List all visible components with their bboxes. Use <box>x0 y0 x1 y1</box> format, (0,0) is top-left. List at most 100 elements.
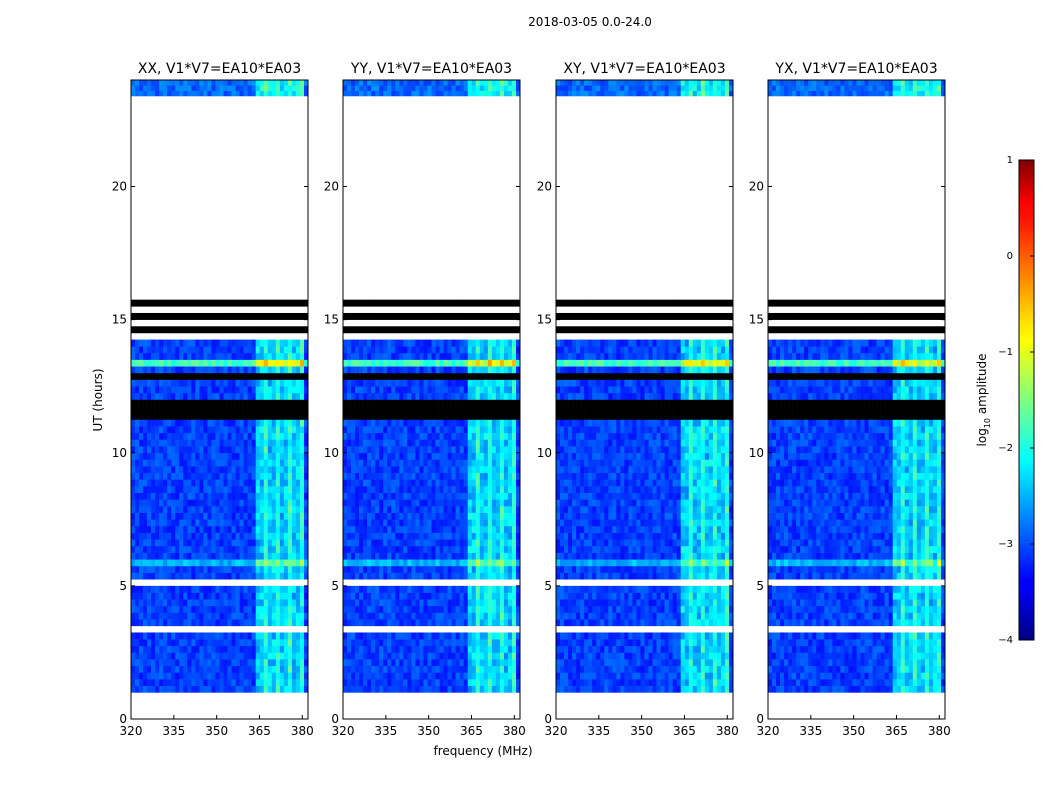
heatmap-cell <box>299 452 305 460</box>
heatmap-cell <box>155 459 160 467</box>
heatmap-cell <box>359 585 364 593</box>
heatmap-cell <box>399 572 404 580</box>
heatmap-cell <box>211 519 216 527</box>
heatmap-cell <box>451 512 456 520</box>
heatmap-cell <box>479 506 485 513</box>
heatmap-cell <box>439 326 444 334</box>
heatmap-cell <box>215 472 220 480</box>
heatmap-cell <box>391 446 396 454</box>
heatmap-cell <box>423 312 428 320</box>
heatmap-cell <box>143 466 148 474</box>
heatmap-cell <box>227 619 232 627</box>
heatmap-cell <box>511 672 517 680</box>
heatmap-cell <box>139 592 144 600</box>
heatmap-cell <box>427 472 432 480</box>
heatmap-cell <box>419 459 424 467</box>
heatmap-cell <box>503 545 509 553</box>
heatmap-cell <box>443 532 448 540</box>
heatmap-cell <box>227 446 232 454</box>
heatmap-cell <box>479 466 485 474</box>
heatmap-cell <box>499 326 505 334</box>
heatmap-cell <box>355 512 360 520</box>
heatmap-cell <box>503 339 509 347</box>
heatmap-cell <box>263 645 269 653</box>
heatmap-cell <box>499 685 505 693</box>
heatmap-cell <box>487 512 493 520</box>
heatmap-cell <box>239 412 244 420</box>
heatmap-cell <box>159 359 164 367</box>
heatmap-cell <box>187 652 192 660</box>
heatmap-cell <box>471 652 477 660</box>
heatmap-cell <box>471 685 477 693</box>
heatmap-cell <box>347 599 352 607</box>
heatmap-cell <box>359 386 364 394</box>
heatmap-cell <box>151 312 156 320</box>
heatmap-cell <box>491 672 497 680</box>
heatmap-cell <box>207 545 212 553</box>
heatmap-cell <box>155 392 160 400</box>
heatmap-cell <box>423 399 428 407</box>
heatmap-cell <box>483 652 489 660</box>
heatmap-cell <box>511 452 517 460</box>
heatmap-cell <box>511 679 517 687</box>
heatmap-cell <box>239 572 244 580</box>
heatmap-cell <box>443 366 448 374</box>
heatmap-cell <box>471 632 477 640</box>
heatmap-cell <box>403 512 408 520</box>
heatmap-cell <box>283 479 289 487</box>
heatmap-cell <box>443 492 448 500</box>
heatmap-cell <box>379 525 384 533</box>
heatmap-cell <box>203 652 208 660</box>
heatmap-cell <box>131 545 136 553</box>
heatmap-cell <box>503 492 509 500</box>
heatmap-cell <box>371 612 376 620</box>
heatmap-cell <box>391 379 396 387</box>
heatmap-cell <box>359 565 364 573</box>
heatmap-cell <box>503 532 509 540</box>
heatmap-cell <box>487 605 493 613</box>
heatmap-cell <box>303 312 309 320</box>
heatmap-cell <box>447 639 452 647</box>
heatmap-cell <box>151 452 156 460</box>
heatmap-cell <box>187 499 192 507</box>
heatmap-cell <box>203 665 208 673</box>
heatmap-cell <box>431 605 436 613</box>
heatmap-cell <box>459 532 464 540</box>
heatmap-cell <box>427 386 432 394</box>
heatmap-cell <box>183 452 188 460</box>
heatmap-cell <box>283 605 289 613</box>
heatmap-cell <box>371 572 376 580</box>
heatmap-cell <box>303 339 309 347</box>
heatmap-cell <box>147 339 152 347</box>
heatmap-cell <box>259 685 265 693</box>
heatmap-cell <box>363 452 368 460</box>
heatmap-cell <box>135 392 140 400</box>
heatmap-cell <box>303 506 309 513</box>
heatmap-cell <box>231 506 236 513</box>
heatmap-cell <box>171 665 176 673</box>
heatmap-cell <box>351 386 356 394</box>
heatmap-cell <box>139 499 144 507</box>
heatmap-cell <box>255 466 261 474</box>
heatmap-cell <box>431 632 436 640</box>
heatmap-cell <box>219 412 224 420</box>
heatmap-cell <box>163 525 168 533</box>
heatmap-cell <box>439 372 444 380</box>
heatmap-cell <box>227 572 232 580</box>
heatmap-cell <box>451 399 456 407</box>
heatmap-cell <box>351 525 356 533</box>
heatmap-cell <box>419 359 424 367</box>
heatmap-cell <box>167 419 172 427</box>
heatmap-cell <box>223 352 228 360</box>
heatmap-cell <box>247 426 252 434</box>
heatmap-cell <box>467 585 473 593</box>
heatmap-cell <box>295 519 301 527</box>
heatmap-cell <box>483 406 489 414</box>
heatmap-cell <box>455 572 460 580</box>
heatmap-cell <box>155 565 160 573</box>
heatmap-cell <box>251 645 256 653</box>
heatmap-cell <box>131 645 136 653</box>
heatmap-cell <box>231 525 236 533</box>
heatmap-cell <box>303 605 309 613</box>
heatmap-cell <box>271 352 277 360</box>
